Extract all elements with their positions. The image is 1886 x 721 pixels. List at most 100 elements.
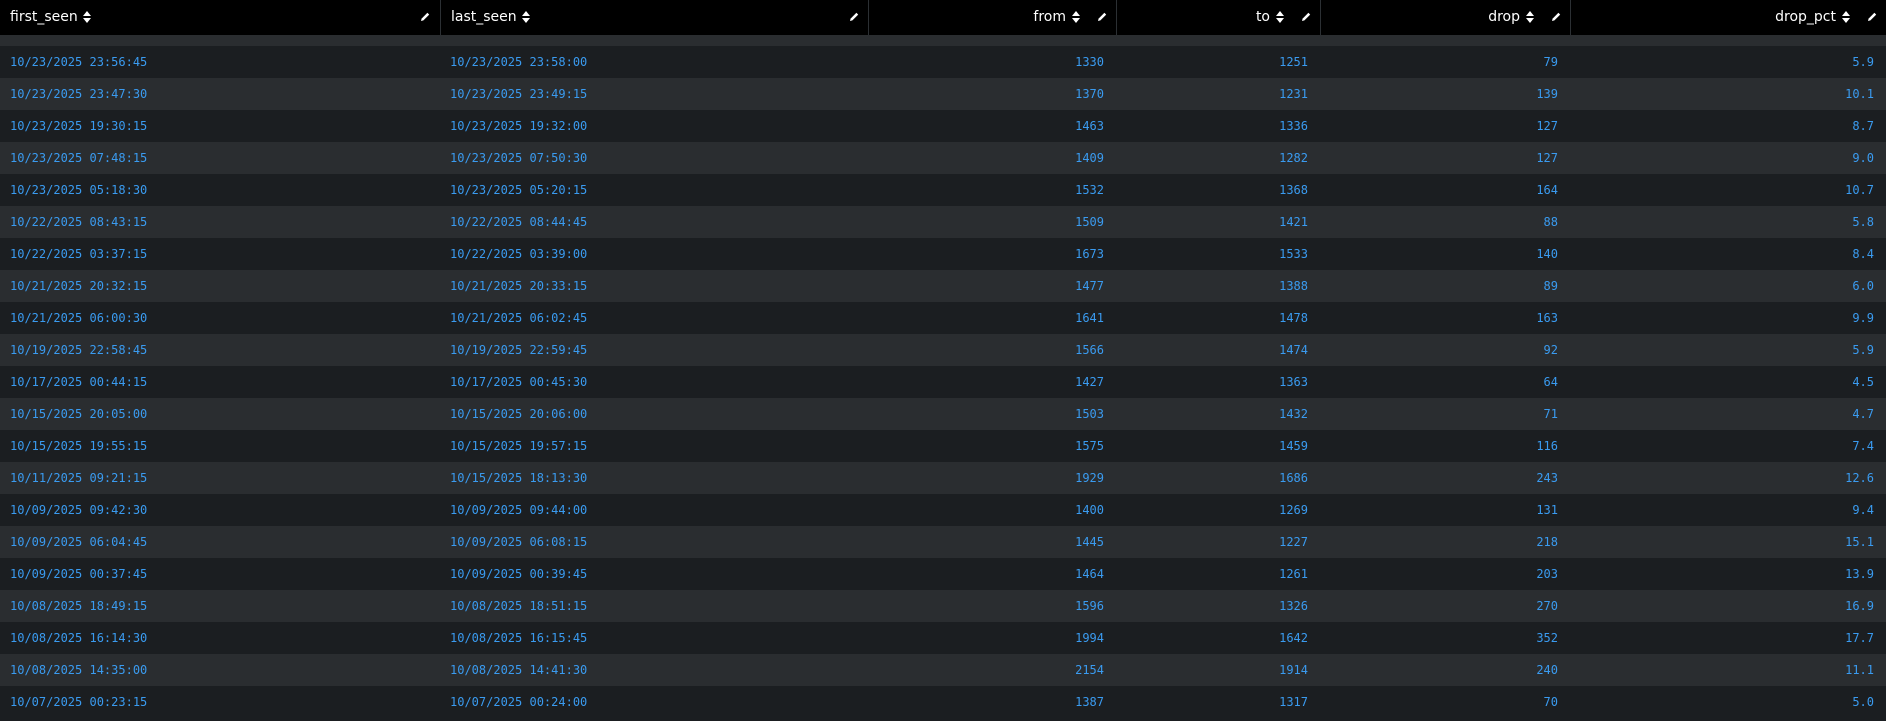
edit-column-button[interactable] — [1549, 10, 1563, 24]
table-cell: 1445 — [1075, 535, 1104, 549]
table-row: 10/23/2025 07:48:15 10/23/2025 07:50:30 14… — [0, 142, 1886, 174]
table-cell: 1914 — [1279, 663, 1308, 677]
table-cell: 8.4 — [1852, 247, 1874, 261]
sort-button-glyph — [1842, 11, 1850, 23]
column-header[interactable]: drop_pct — [1570, 0, 1886, 35]
edit-column-button-glyph — [421, 12, 430, 21]
edit-column-button-glyph — [1098, 12, 1107, 21]
table-cell: 10/07/2025 00:24:00 — [450, 695, 588, 709]
table-row: 10/21/2025 06:00:30 10/21/2025 06:02:45 16… — [0, 302, 1886, 334]
table-cell: 10/23/2025 05:18:30 — [10, 183, 148, 197]
table-cell: 10/09/2025 06:08:15 — [450, 535, 588, 549]
table-cell: 1575 — [1075, 439, 1104, 453]
table-cell: 1596 — [1075, 599, 1104, 613]
table-cell: 1641 — [1075, 311, 1104, 325]
table-cell: 1463 — [1075, 119, 1104, 133]
table-cell: 1532 — [1075, 183, 1104, 197]
table-cell: 9.9 — [1852, 311, 1874, 325]
table-cell: 1261 — [1279, 567, 1308, 581]
sort-button-glyph — [521, 11, 530, 23]
table-cell: 10/22/2025 08:43:15 — [10, 215, 148, 229]
table-cell: 127 — [1536, 151, 1558, 165]
sort-button[interactable] — [1839, 10, 1853, 24]
table-cell: 10/23/2025 19:32:00 — [450, 119, 588, 133]
table-cell: 1409 — [1075, 151, 1104, 165]
table-cell: 10/15/2025 20:06:00 — [450, 407, 588, 421]
column-header[interactable]: to — [1116, 0, 1320, 35]
table-cell: 10/07/2025 00:23:15 — [10, 695, 148, 709]
table-cell: 4.5 — [1852, 375, 1874, 389]
table-cell: 8.7 — [1852, 119, 1874, 133]
table-cell: 139 — [1536, 87, 1558, 101]
table-cell: 1388 — [1279, 279, 1308, 293]
table-cell: 116 — [1536, 439, 1558, 453]
sort-button[interactable] — [1069, 10, 1083, 24]
edit-column-button[interactable] — [1865, 10, 1879, 24]
table-cell: 10/17/2025 00:44:15 — [10, 375, 148, 389]
edit-column-button-glyph — [1552, 12, 1561, 21]
table-cell: 10/22/2025 03:39:00 — [450, 247, 588, 261]
table-cell: 10.1 — [1845, 87, 1874, 101]
table-cell: 1387 — [1075, 695, 1104, 709]
sort-button[interactable] — [1273, 10, 1287, 24]
column-header[interactable]: from — [868, 0, 1116, 35]
table-cell: 10/08/2025 14:41:30 — [450, 663, 588, 677]
column-header[interactable]: first_seen — [0, 0, 440, 35]
sort-button[interactable] — [80, 10, 94, 24]
table-cell: 10.7 — [1845, 183, 1874, 197]
table-cell: 10/21/2025 20:32:15 — [10, 279, 148, 293]
table-cell: 1363 — [1279, 375, 1308, 389]
column-header[interactable]: drop — [1320, 0, 1570, 35]
table-cell: 10/15/2025 18:13:30 — [450, 471, 588, 485]
table-cell: 10/22/2025 08:44:45 — [450, 215, 588, 229]
table-row: 10/11/2025 09:21:15 10/15/2025 18:13:30 19… — [0, 462, 1886, 494]
table-cell: 1227 — [1279, 535, 1308, 549]
table-row: 10/22/2025 08:43:15 10/22/2025 08:44:45 15… — [0, 206, 1886, 238]
table-cell: 1642 — [1279, 631, 1308, 645]
table-cell: 7.4 — [1852, 439, 1874, 453]
column-label: to — [1255, 9, 1270, 25]
table-cell: 1336 — [1279, 119, 1308, 133]
edit-column-button[interactable] — [418, 10, 432, 24]
sort-button[interactable] — [519, 10, 533, 24]
sort-button[interactable] — [1523, 10, 1537, 24]
table-cell: 17.7 — [1845, 631, 1874, 645]
table-cell: 4.7 — [1852, 407, 1874, 421]
sort-button-glyph — [1276, 11, 1284, 23]
column-label: drop_pct — [1775, 9, 1836, 25]
table-cell: 1269 — [1279, 503, 1308, 517]
table-cell: 10/19/2025 22:58:45 — [10, 343, 148, 357]
table-cell: 243 — [1536, 471, 1558, 485]
table-cell: 11.1 — [1845, 663, 1874, 677]
table-cell: 10/21/2025 06:02:45 — [450, 311, 588, 325]
table-cell: 218 — [1536, 535, 1558, 549]
table-cell: 5.8 — [1852, 215, 1874, 229]
table-cell: 1326 — [1279, 599, 1308, 613]
column-header[interactable]: last_seen — [440, 0, 868, 35]
table-cell: 10/23/2025 07:48:15 — [10, 151, 148, 165]
table-cell: 12.6 — [1845, 471, 1874, 485]
table-cell: 10/09/2025 00:39:45 — [450, 567, 588, 581]
table-cell: 16.9 — [1845, 599, 1874, 613]
edit-column-button[interactable] — [1299, 10, 1313, 24]
table-cell: 9.4 — [1852, 503, 1874, 517]
table-cell: 1432 — [1279, 407, 1308, 421]
table-row: 10/17/2025 00:44:15 10/17/2025 00:45:30 14… — [0, 366, 1886, 398]
table-cell: 1459 — [1279, 439, 1308, 453]
table-cell: 2154 — [1075, 663, 1104, 677]
table-row: 10/08/2025 16:14:30 10/08/2025 16:15:45 19… — [0, 622, 1886, 654]
table-cell: 1330 — [1075, 55, 1104, 69]
edit-column-button[interactable] — [1095, 10, 1109, 24]
edit-column-button[interactable] — [847, 10, 861, 24]
table-row: 10/21/2025 20:32:15 10/21/2025 20:33:15 14… — [0, 270, 1886, 302]
table-cell: 1673 — [1075, 247, 1104, 261]
table-cell: 10/17/2025 00:45:30 — [450, 375, 588, 389]
table-row: 10/07/2025 00:23:15 10/07/2025 00:24:00 13… — [0, 686, 1886, 718]
table-cell: 10/22/2025 03:37:15 — [10, 247, 148, 261]
table-cell: 1231 — [1279, 87, 1308, 101]
table-cell: 10/09/2025 00:37:45 — [10, 567, 148, 581]
table-row: 10/23/2025 23:47:30 10/23/2025 23:49:15 13… — [0, 78, 1886, 110]
table-cell: 270 — [1536, 599, 1558, 613]
table-cell: 70 — [1543, 695, 1558, 709]
